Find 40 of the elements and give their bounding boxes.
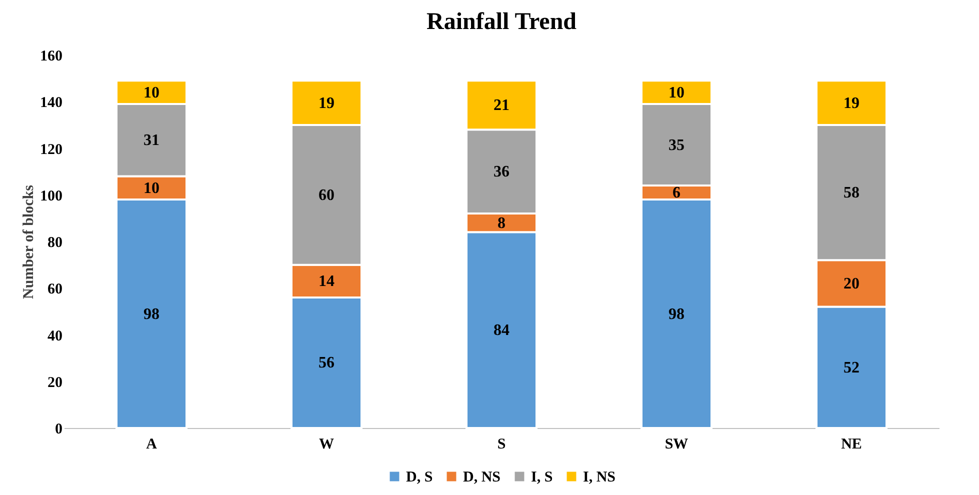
legend-label: D, S bbox=[406, 470, 433, 486]
data-label: 6 bbox=[672, 184, 680, 202]
x-tick-label: A bbox=[146, 436, 158, 452]
data-label: 31 bbox=[144, 132, 160, 150]
y-tick-label: 60 bbox=[48, 282, 62, 298]
data-label: 20 bbox=[844, 275, 860, 292]
x-tick-label: W bbox=[319, 436, 334, 452]
data-label: 21 bbox=[494, 97, 510, 114]
data-label: 36 bbox=[494, 164, 510, 181]
data-label: 60 bbox=[318, 186, 334, 204]
data-label: 10 bbox=[144, 180, 160, 197]
data-label: 98 bbox=[668, 306, 684, 323]
data-label: 10 bbox=[668, 84, 684, 102]
x-tick-label: SW bbox=[664, 436, 688, 452]
y-tick-label: 20 bbox=[48, 374, 62, 391]
legend-label: I, S bbox=[531, 470, 553, 486]
x-tick-label: S bbox=[497, 436, 506, 452]
data-label: 58 bbox=[844, 184, 860, 202]
chart-title: Rainfall Trend bbox=[426, 9, 578, 35]
y-tick-label: 0 bbox=[55, 422, 62, 438]
y-tick-label: 40 bbox=[48, 328, 62, 344]
legend-label: D, NS bbox=[463, 470, 501, 486]
data-label: 52 bbox=[844, 359, 860, 376]
data-label: 10 bbox=[144, 84, 160, 102]
y-tick-label: 80 bbox=[48, 235, 62, 251]
y-tick-label: 160 bbox=[40, 48, 62, 64]
data-label: 98 bbox=[144, 306, 160, 323]
data-label: 19 bbox=[318, 94, 334, 112]
legend-label: I, NS bbox=[583, 470, 616, 486]
y-tick-label: 120 bbox=[40, 142, 62, 158]
data-label: 35 bbox=[668, 136, 684, 154]
data-label: 56 bbox=[318, 354, 334, 372]
y-tick-label: 140 bbox=[40, 95, 62, 112]
data-label: 14 bbox=[318, 273, 334, 290]
data-label: 19 bbox=[844, 94, 860, 112]
data-label: 8 bbox=[498, 214, 506, 232]
x-tick-label: NE bbox=[841, 436, 862, 452]
y-tick-label: 100 bbox=[40, 188, 62, 204]
data-label: 84 bbox=[494, 322, 510, 340]
y-axis-title: Number of blocks bbox=[21, 184, 37, 299]
